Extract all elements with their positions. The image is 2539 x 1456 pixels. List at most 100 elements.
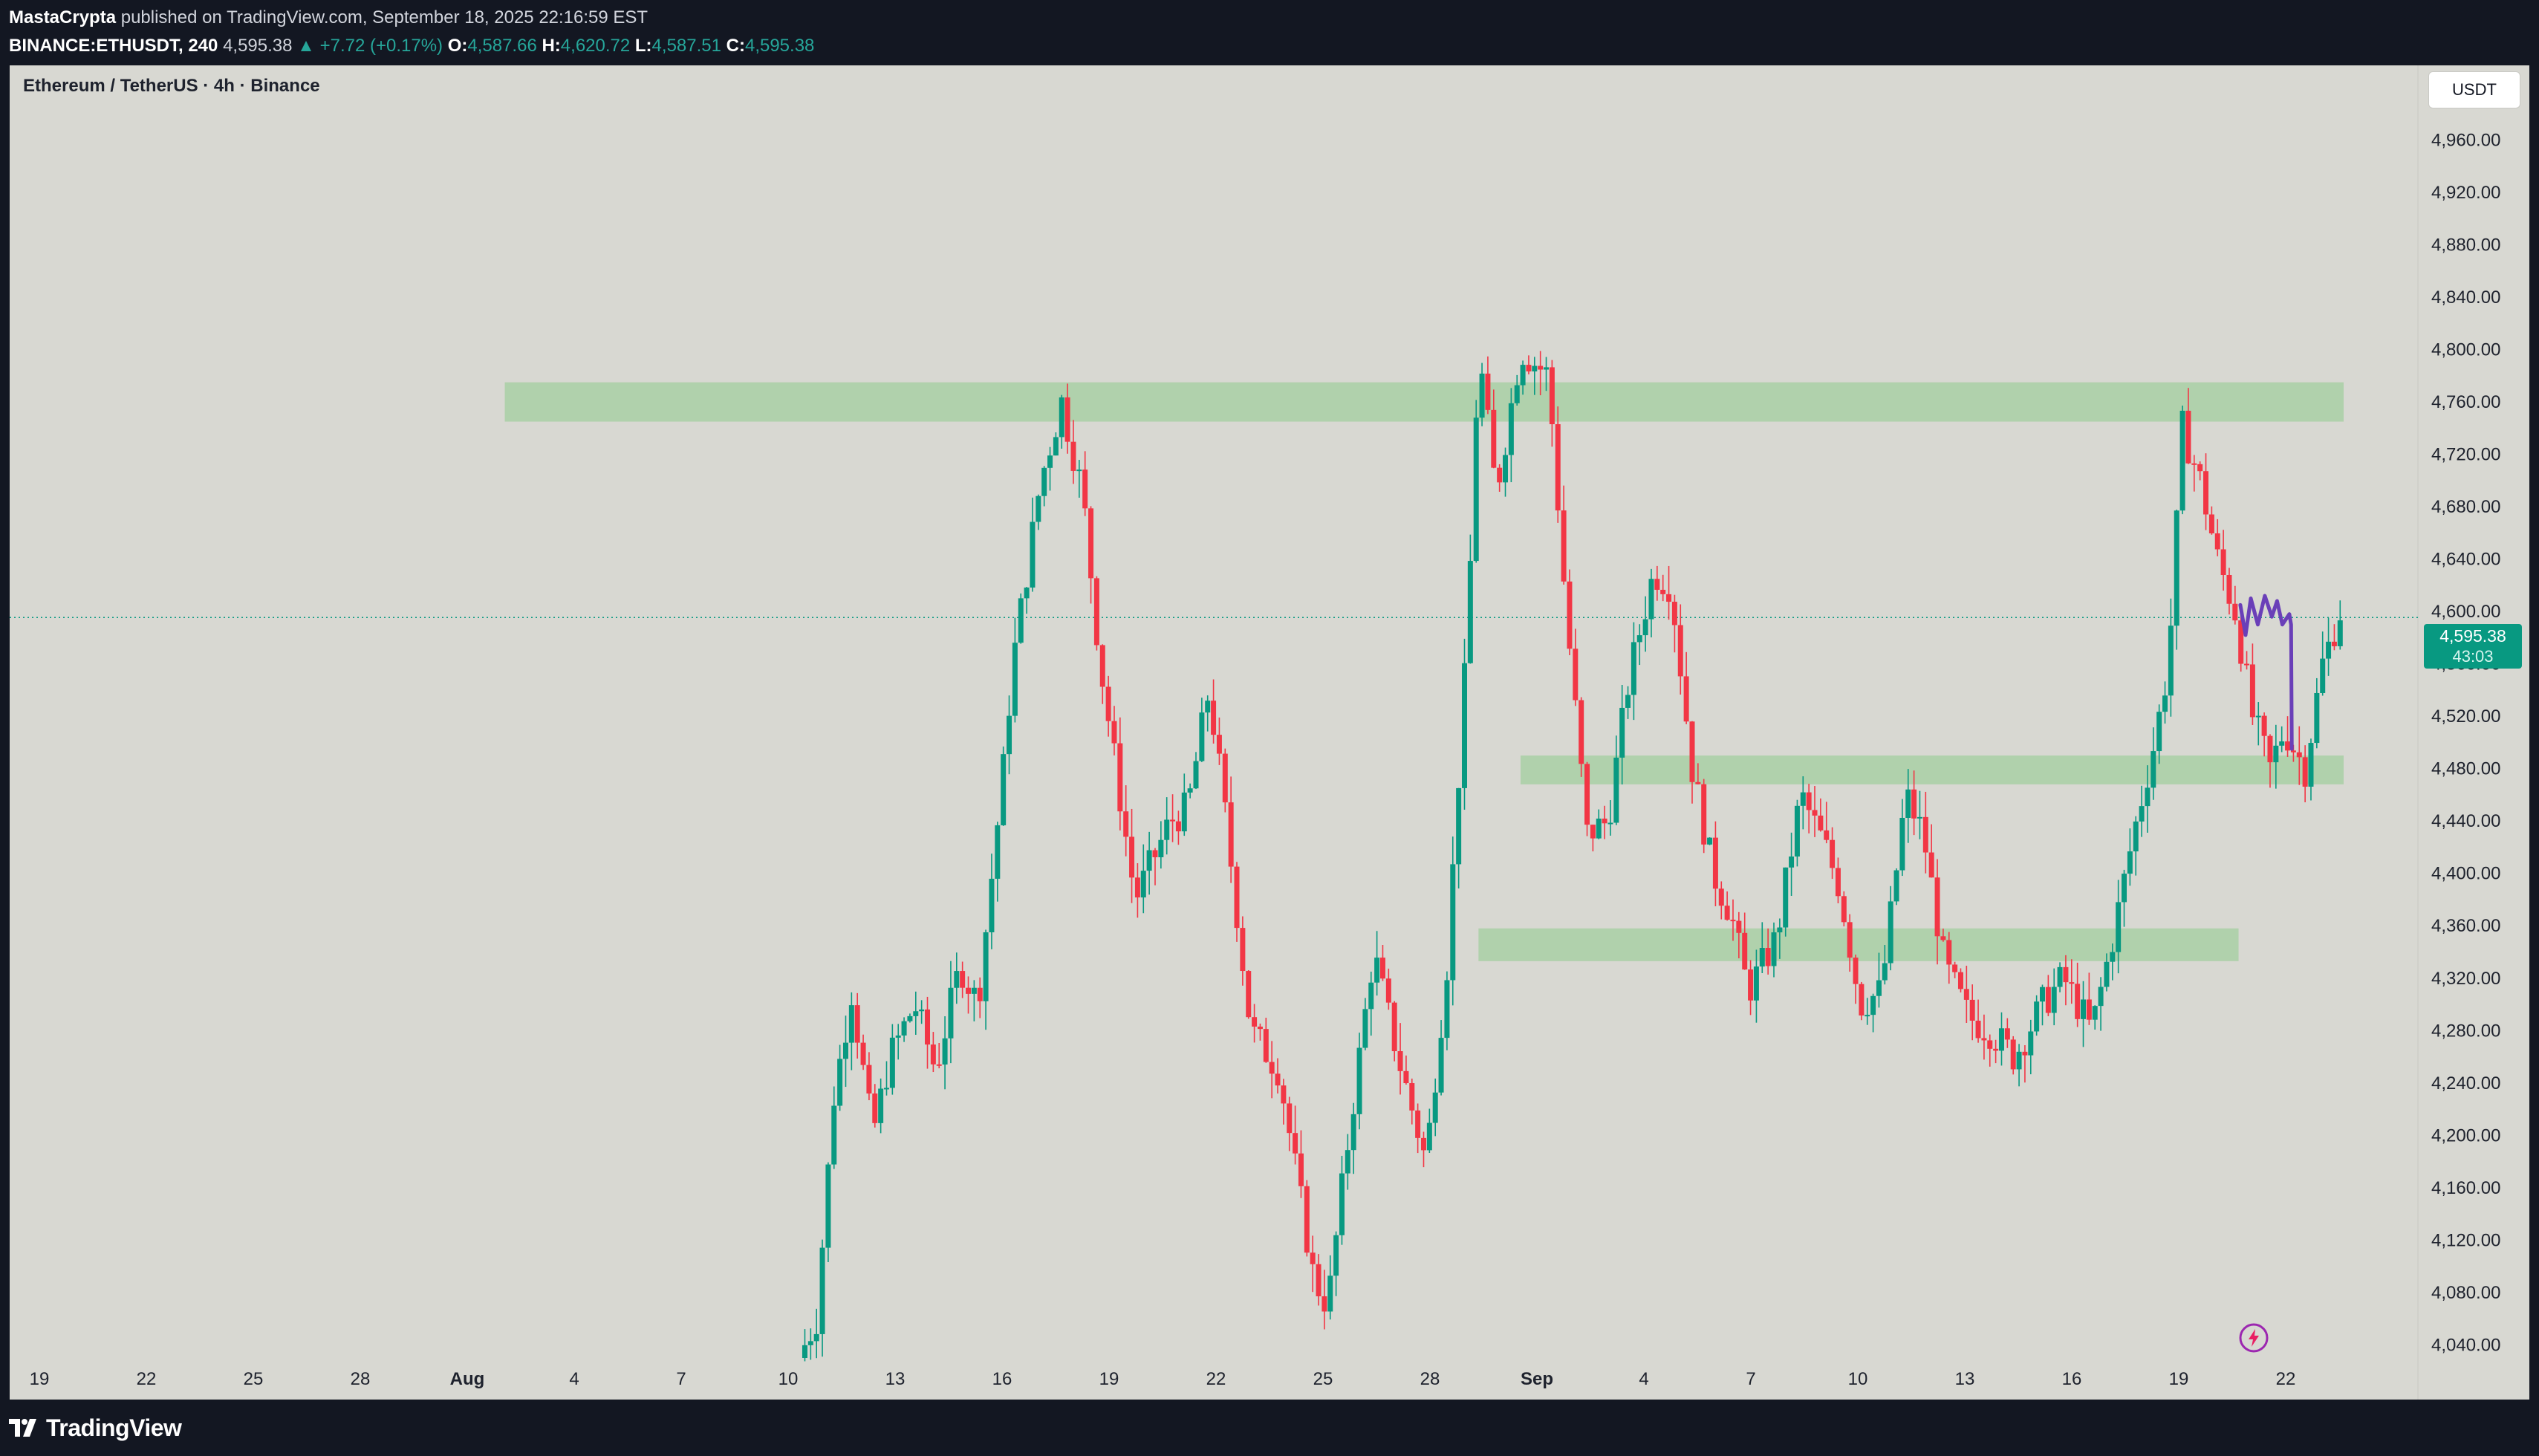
chart-area[interactable]: 4,040.00 4,080.00 4,120.00 4,160.00 4,200.00… bbox=[10, 65, 2529, 1400]
candle-body bbox=[1783, 867, 1789, 928]
candle-body bbox=[1129, 836, 1135, 878]
candle-body bbox=[1164, 819, 1170, 840]
candle-body bbox=[1205, 701, 1211, 713]
candle-body bbox=[1771, 932, 1777, 966]
candle-body bbox=[807, 1341, 813, 1345]
candle-body bbox=[1123, 811, 1129, 837]
tradingview-logo-icon[interactable] bbox=[9, 1417, 39, 1438]
candle-body bbox=[2326, 641, 2332, 659]
candle-body bbox=[1030, 521, 1036, 588]
candle-body bbox=[1111, 721, 1117, 744]
candle-body bbox=[901, 1021, 907, 1036]
candle-body bbox=[1724, 906, 1730, 920]
currency-button[interactable]: USDT bbox=[2428, 71, 2520, 108]
candle-body bbox=[2337, 620, 2343, 646]
candle-body bbox=[1240, 928, 1246, 972]
y-tick-label: 4,320.00 bbox=[2431, 969, 2500, 989]
candle-body bbox=[2156, 712, 2162, 752]
y-tick-label: 4,120.00 bbox=[2431, 1230, 2500, 1250]
candle-body bbox=[1759, 948, 1765, 967]
candle-body bbox=[1590, 825, 1596, 839]
candle-body bbox=[2214, 533, 2220, 550]
candle-body bbox=[1374, 958, 1380, 983]
candle-body bbox=[1544, 367, 1550, 370]
close-value: 4,595.38 bbox=[744, 36, 815, 56]
candle-body bbox=[1316, 1264, 1321, 1297]
footer: TradingView bbox=[9, 1411, 182, 1444]
bar-countdown: 43:03 bbox=[2452, 647, 2494, 666]
candle-body bbox=[1053, 437, 1059, 456]
x-tick-label: 22 bbox=[2276, 1369, 2296, 1389]
candle-body bbox=[2139, 806, 2145, 822]
footer-brand[interactable]: TradingView bbox=[46, 1414, 182, 1441]
y-tick-label: 4,880.00 bbox=[2431, 235, 2500, 256]
candle-body bbox=[1287, 1103, 1293, 1134]
candle-body bbox=[2191, 463, 2197, 465]
candle-body bbox=[2232, 603, 2238, 621]
candle-body bbox=[1024, 587, 1030, 599]
x-tick-label: 28 bbox=[1420, 1369, 1440, 1389]
y-tick-label: 4,520.00 bbox=[2431, 706, 2500, 727]
low-label: L: bbox=[634, 36, 652, 56]
candle-body bbox=[872, 1093, 878, 1123]
candle-body bbox=[1076, 469, 1082, 472]
candle-body bbox=[1636, 635, 1642, 643]
candle-body bbox=[966, 987, 972, 994]
candle-body bbox=[1660, 589, 1666, 594]
candle-body bbox=[2063, 966, 2069, 983]
candle-body bbox=[1859, 984, 1865, 1015]
candle-body bbox=[1356, 1047, 1362, 1114]
candlestick-chart[interactable]: 4,040.00 4,080.00 4,120.00 4,160.00 4,200.00… bbox=[10, 65, 2529, 1400]
candle-body bbox=[1321, 1296, 1327, 1312]
last-price: 4,595.38 bbox=[223, 36, 293, 56]
candle-body bbox=[2122, 874, 2127, 903]
y-tick-label: 4,720.00 bbox=[2431, 445, 2500, 465]
current-price-tag: 4,595.38 43:03 bbox=[2424, 624, 2522, 669]
candle-body bbox=[2057, 966, 2063, 987]
candle-body bbox=[2010, 1039, 2016, 1070]
candle-body bbox=[2220, 549, 2226, 575]
y-tick-label: 4,960.00 bbox=[2431, 131, 2500, 151]
candle-body bbox=[2086, 999, 2092, 1020]
candle-body bbox=[2296, 752, 2302, 758]
y-tick-label: 4,440.00 bbox=[2431, 811, 2500, 831]
candle-body bbox=[1520, 365, 1526, 386]
candle-body bbox=[1293, 1133, 1298, 1154]
candle-body bbox=[1794, 805, 1800, 857]
candle-body bbox=[2331, 641, 2337, 646]
candle-body bbox=[2238, 620, 2244, 664]
candle-body bbox=[948, 987, 954, 1039]
y-tick-label: 4,280.00 bbox=[2431, 1021, 2500, 1041]
candle-body bbox=[1485, 373, 1491, 410]
candle-body bbox=[1497, 467, 1503, 483]
x-tick-label: 16 bbox=[2062, 1369, 2082, 1389]
candle-body bbox=[1917, 816, 1922, 819]
candle-body bbox=[1415, 1110, 1421, 1138]
candle-body bbox=[1671, 602, 1677, 625]
candle-body bbox=[2004, 1028, 2010, 1040]
candle-body bbox=[2261, 715, 2267, 736]
low-value: 4,587.51 bbox=[651, 36, 721, 56]
candle-body bbox=[2302, 757, 2308, 787]
candle-body bbox=[2226, 574, 2232, 604]
candle-body bbox=[883, 1088, 889, 1090]
candle-body bbox=[2255, 715, 2261, 718]
candle-body bbox=[1170, 819, 1176, 822]
candle-body bbox=[1911, 789, 1917, 819]
candle-body bbox=[2279, 741, 2285, 746]
candle-body bbox=[1082, 469, 1088, 509]
candle-body bbox=[802, 1345, 807, 1358]
lightning-bolt-icon[interactable] bbox=[2238, 1322, 2269, 1353]
candle-body bbox=[2308, 743, 2314, 787]
candle-body bbox=[1473, 417, 1479, 562]
candle-body bbox=[1922, 816, 1928, 853]
y-tick-label: 4,680.00 bbox=[2431, 497, 2500, 517]
author-name[interactable]: MastaCrypta bbox=[9, 7, 117, 27]
symbol-label: BINANCE:ETHUSDT, 240 bbox=[9, 36, 218, 56]
candle-body bbox=[1426, 1122, 1432, 1151]
x-tick-label: 4 bbox=[569, 1369, 579, 1389]
candle-body bbox=[1993, 1048, 1999, 1051]
x-tick-label: 4 bbox=[1639, 1369, 1648, 1389]
candle-body bbox=[960, 971, 966, 988]
candle-body bbox=[1800, 792, 1806, 806]
